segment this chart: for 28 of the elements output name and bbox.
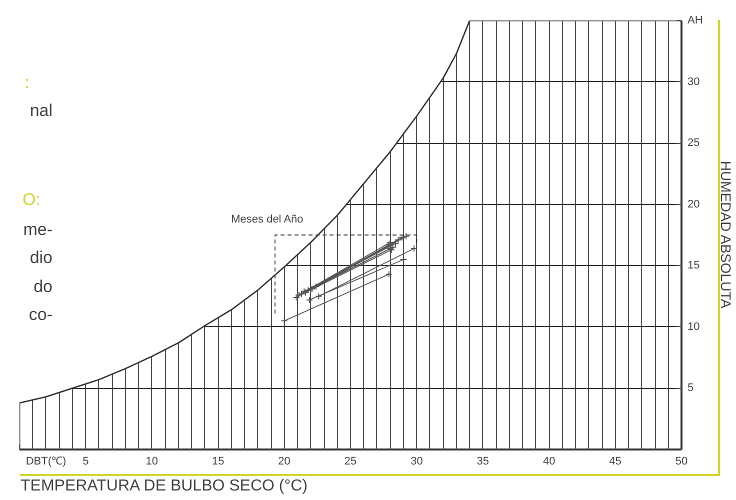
annotation: dio: [30, 248, 52, 267]
y-tick-label: 15: [688, 260, 700, 272]
y-tick-label: 10: [688, 320, 700, 333]
y-tick-label: 25: [688, 137, 700, 150]
annotation: Meses del Año: [231, 214, 304, 226]
annotation: :: [24, 73, 30, 92]
y-axis-title: HUMEDAD ABSOLUTA: [718, 160, 734, 310]
annotation: O:: [22, 190, 41, 209]
x-tick-label: 35: [476, 456, 490, 468]
annotation: co-: [28, 305, 53, 324]
y-tick-label: AH: [688, 14, 703, 26]
x-tick-label: DBT(℃): [26, 456, 66, 468]
x-axis-title: TEMPERATURA DE BULBO SECO (°C): [20, 478, 308, 494]
y-tick-label: 5: [688, 382, 694, 394]
x-tick-label: 45: [609, 456, 622, 468]
x-tick-label: 20: [278, 456, 290, 468]
x-tick-label: 30: [410, 456, 423, 468]
x-tick-label: 15: [212, 456, 224, 468]
y-tick-label: 30: [688, 76, 700, 88]
annotation: do: [34, 277, 53, 296]
x-tick-label: 40: [542, 456, 556, 468]
x-tick-label: 5: [82, 456, 89, 468]
x-tick-label: 10: [146, 456, 158, 468]
annotation: me-: [23, 220, 53, 239]
x-tick-label: 25: [344, 456, 357, 468]
x-tick-label: 50: [675, 456, 688, 468]
y-tick-label: 20: [688, 198, 700, 210]
annotation: nal: [30, 101, 52, 120]
